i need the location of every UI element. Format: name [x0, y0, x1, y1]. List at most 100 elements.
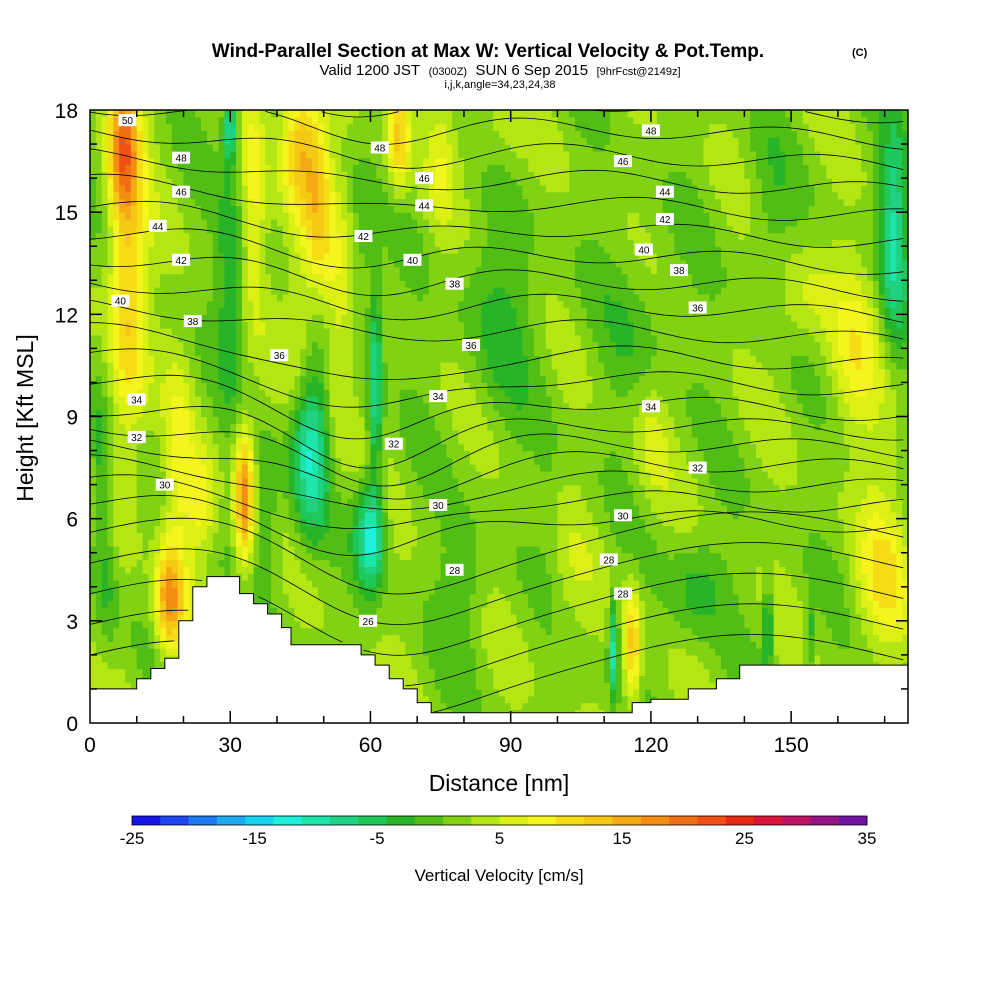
- w-cell: [247, 539, 255, 547]
- w-cell: [276, 525, 284, 533]
- w-cell: [236, 457, 243, 465]
- w-cell: [312, 402, 319, 411]
- w-cell: [195, 436, 202, 445]
- w-cell: [352, 341, 360, 349]
- w-cell: [399, 314, 407, 322]
- w-cell: [382, 280, 389, 288]
- w-cell: [230, 566, 237, 574]
- w-cell: [160, 641, 167, 649]
- w-cell: [119, 225, 126, 234]
- w-cell: [312, 409, 319, 418]
- w-cell: [312, 280, 319, 288]
- w-cell: [376, 491, 383, 499]
- w-cell: [119, 259, 126, 268]
- w-cell: [160, 137, 167, 145]
- w-cell: [364, 327, 372, 336]
- w-cell: [107, 402, 114, 411]
- w-cell: [113, 123, 120, 132]
- w-cell: [335, 593, 342, 601]
- w-cell: [288, 123, 296, 132]
- w-cell: [347, 212, 354, 220]
- w-cell: [382, 205, 389, 213]
- w-cell: [329, 382, 336, 390]
- w-cell: [382, 239, 389, 247]
- w-cell: [177, 293, 185, 302]
- w-cell: [376, 137, 383, 145]
- w-cell: [136, 586, 144, 595]
- w-cell: [352, 518, 360, 527]
- w-cell: [329, 293, 336, 302]
- w-cell: [154, 164, 161, 172]
- w-cell: [183, 552, 190, 561]
- w-cell: [206, 389, 214, 397]
- w-cell: [136, 123, 144, 132]
- w-cell: [294, 348, 301, 356]
- w-cell: [142, 389, 150, 397]
- w-cell: [236, 314, 243, 322]
- w-cell: [347, 552, 354, 561]
- w-cell: [95, 259, 103, 268]
- w-cell: [306, 362, 313, 370]
- w-cell: [107, 641, 114, 649]
- w-cell: [101, 532, 109, 540]
- w-cell: [224, 171, 231, 179]
- w-cell: [306, 157, 313, 166]
- w-cell: [154, 293, 161, 302]
- w-cell: [113, 389, 120, 397]
- w-cell: [230, 409, 237, 418]
- w-cell: [183, 477, 190, 486]
- w-cell: [393, 389, 401, 397]
- w-cell: [294, 430, 301, 438]
- w-cell: [212, 144, 220, 152]
- w-cell: [160, 566, 167, 574]
- w-cell: [253, 389, 261, 397]
- w-cell: [212, 416, 220, 424]
- w-cell: [95, 130, 103, 138]
- w-cell: [306, 191, 313, 200]
- w-cell: [189, 157, 196, 166]
- w-cell: [253, 423, 261, 431]
- w-cell: [119, 491, 126, 499]
- w-cell: [329, 191, 336, 200]
- w-cell: [183, 232, 190, 241]
- w-cell: [165, 355, 173, 363]
- w-cell: [335, 382, 342, 390]
- w-cell: [341, 225, 348, 234]
- w-cell: [306, 518, 313, 527]
- w-cell: [306, 348, 313, 356]
- w-cell: [130, 532, 138, 540]
- w-cell: [206, 144, 214, 152]
- w-cell: [119, 253, 126, 261]
- w-cell: [241, 273, 249, 281]
- w-cell: [107, 307, 114, 315]
- w-cell: [405, 607, 412, 615]
- w-cell: [241, 436, 249, 445]
- w-cell: [393, 239, 401, 247]
- w-cell: [142, 368, 150, 377]
- w-cell: [160, 586, 167, 595]
- w-cell: [125, 484, 132, 493]
- w-cell: [236, 518, 243, 527]
- w-cell: [253, 225, 261, 234]
- forecast-info: [9hrFcst@2149z]: [597, 66, 681, 78]
- w-cell: [288, 334, 296, 343]
- w-cell: [230, 232, 237, 241]
- w-cell: [130, 552, 138, 561]
- w-cell: [276, 586, 284, 595]
- w-cell: [241, 191, 249, 200]
- w-cell: [148, 253, 155, 261]
- w-cell: [119, 348, 126, 356]
- w-cell: [312, 436, 319, 445]
- w-cell: [230, 293, 237, 302]
- w-cell: [189, 579, 196, 588]
- w-cell: [393, 280, 401, 288]
- w-cell: [294, 137, 301, 145]
- w-cell: [224, 287, 231, 295]
- w-cell: [364, 389, 372, 397]
- w-cell: [154, 232, 161, 241]
- w-cell: [90, 314, 97, 322]
- w-cell: [341, 539, 348, 547]
- w-cell: [393, 327, 401, 336]
- w-cell: [399, 321, 407, 329]
- w-cell: [236, 110, 243, 118]
